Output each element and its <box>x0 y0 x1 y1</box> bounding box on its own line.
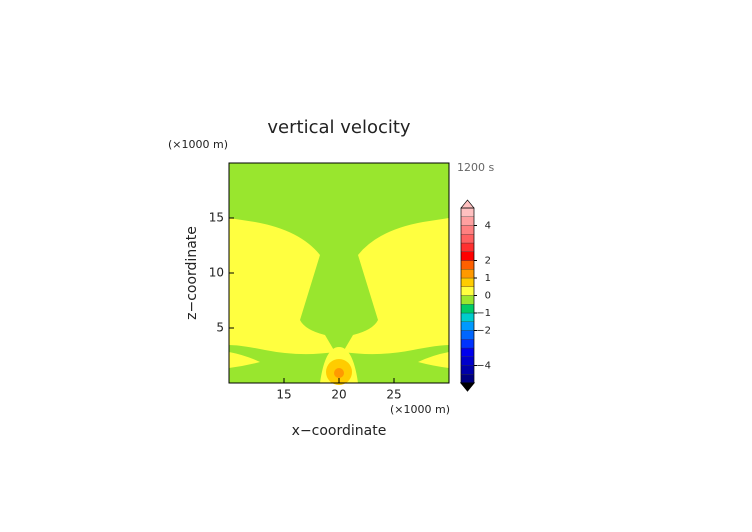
contour-field <box>229 163 449 385</box>
x-unit: (×1000 m) <box>390 403 450 416</box>
colorbar-tick-label: −1 <box>476 308 491 319</box>
colorbar-bin <box>460 295 475 305</box>
colorbar-tick-label: −4 <box>476 361 491 372</box>
colorbar-bin <box>460 312 475 322</box>
colorbar-extend-bottom <box>459 382 476 392</box>
colorbar-extend-top <box>460 199 475 209</box>
colorbar-bin <box>460 216 475 226</box>
x-tick-label: 20 <box>331 388 346 402</box>
contour-region <box>334 368 344 378</box>
y-tick-label: 10 <box>209 266 224 280</box>
y-unit: (×1000 m) <box>168 138 228 151</box>
contour-region <box>418 352 449 368</box>
colorbar-bin <box>460 356 475 366</box>
y-tick-label: 15 <box>209 211 224 225</box>
colorbar-tick-label: −2 <box>476 326 491 337</box>
colorbar-bin <box>460 242 475 252</box>
colorbar-bin <box>460 304 475 314</box>
colorbar-bin <box>460 339 475 349</box>
colorbar-bin <box>460 347 475 357</box>
colorbar-bin <box>460 374 475 384</box>
x-tick-label: 25 <box>386 388 401 402</box>
y-tick-label: 5 <box>216 321 224 335</box>
colorbar-bin <box>460 234 475 244</box>
colorbar-tick-label: 4 <box>485 221 491 232</box>
time-label: 1200 s <box>457 161 494 174</box>
x-axis-label: x−coordinate <box>292 423 387 439</box>
contour-region <box>229 218 335 355</box>
colorbar-bin <box>460 207 475 217</box>
contour-region <box>229 352 260 368</box>
colorbar-bin <box>460 330 475 340</box>
colorbar-bin <box>460 260 475 270</box>
colorbar-bin <box>460 321 475 331</box>
chart-title: vertical velocity <box>267 117 411 138</box>
contour-region <box>343 218 449 355</box>
colorbar-bin <box>460 269 475 279</box>
colorbar-bin <box>460 251 475 261</box>
x-tick-label: 15 <box>276 388 291 402</box>
y-axis-label: z−coordinate <box>184 226 200 320</box>
colorbar-bin <box>460 225 475 235</box>
colorbar-bin <box>460 277 475 287</box>
colorbar-tick-label: 1 <box>485 273 491 284</box>
colorbar-tick-label: 2 <box>485 256 491 267</box>
colorbar-bin <box>460 365 475 375</box>
colorbar-bin <box>460 286 475 296</box>
colorbar-tick-label: 0 <box>485 291 491 302</box>
